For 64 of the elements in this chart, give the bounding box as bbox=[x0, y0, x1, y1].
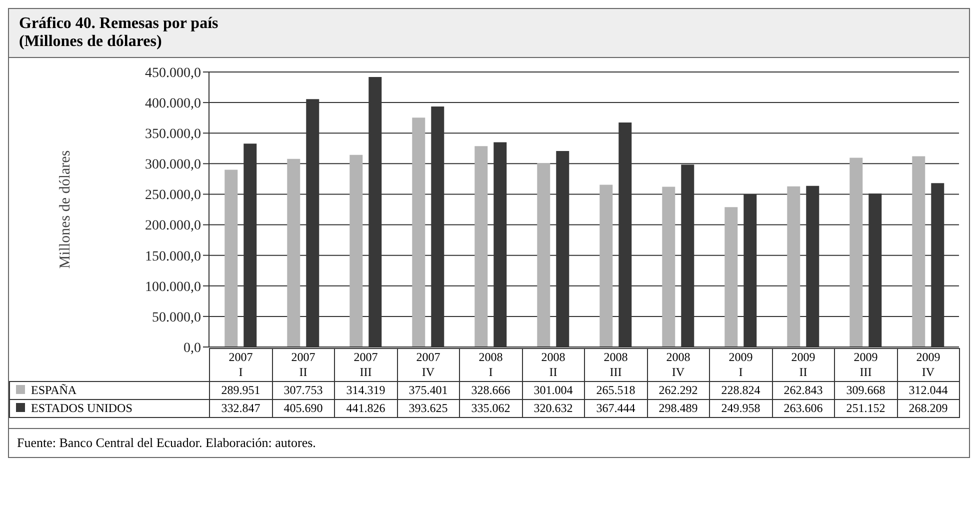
data-label: 332.847 bbox=[210, 400, 272, 418]
legend-label: ESTADOS UNIDOS bbox=[10, 400, 210, 418]
data-label: 307.753 bbox=[272, 382, 334, 400]
x-tick-label: 2008 IV bbox=[648, 350, 709, 380]
y-tick-label: 350.000,0 bbox=[145, 127, 201, 142]
data-label: 375.401 bbox=[397, 382, 460, 400]
bar bbox=[287, 158, 300, 347]
bar bbox=[912, 156, 926, 347]
bar bbox=[474, 146, 488, 347]
data-label: 263.606 bbox=[772, 400, 834, 418]
data-label: 393.625 bbox=[397, 400, 460, 418]
bar bbox=[662, 186, 676, 347]
data-label: 328.666 bbox=[460, 382, 522, 400]
x-tick-label: 2007 II bbox=[272, 350, 334, 380]
bar bbox=[850, 158, 863, 347]
x-tick-label: 2008 III bbox=[585, 350, 646, 380]
y-tick-label: 0,0 bbox=[184, 340, 201, 356]
data-label: 367.444 bbox=[584, 400, 647, 418]
bar bbox=[412, 118, 426, 347]
bar bbox=[350, 154, 363, 347]
data-label: 249.958 bbox=[710, 400, 772, 418]
data-label: 262.843 bbox=[772, 382, 834, 400]
chart-title: Gráfico 40. Remesas por país bbox=[19, 15, 220, 33]
bar bbox=[537, 163, 550, 347]
y-tick-label: 100.000,0 bbox=[145, 280, 201, 295]
data-label: 262.292 bbox=[647, 382, 710, 400]
x-tick-label: 2007 III bbox=[335, 350, 396, 380]
x-tick-label: 2007 IV bbox=[398, 350, 459, 380]
x-tick-label: 2009 III bbox=[835, 350, 896, 380]
x-tick-label: 2008 I bbox=[460, 350, 522, 380]
x-tick-label: 2007 I bbox=[210, 350, 272, 380]
data-label: 309.668 bbox=[834, 382, 897, 400]
data-label: 441.826 bbox=[334, 400, 397, 418]
x-tick-label: 2008 II bbox=[522, 350, 584, 380]
y-tick-label: 200.000,0 bbox=[145, 218, 201, 234]
x-tick-label: 2009 II bbox=[772, 350, 834, 380]
data-label: 228.824 bbox=[710, 382, 772, 400]
bar bbox=[724, 207, 738, 347]
y-axis-title: Millones de dólares bbox=[57, 150, 74, 269]
data-label: 301.004 bbox=[522, 382, 584, 400]
x-tick-label: 2009 IV bbox=[898, 350, 959, 380]
y-tick-label: 400.000,0 bbox=[145, 96, 201, 112]
bar bbox=[787, 186, 800, 347]
data-label: 298.489 bbox=[647, 400, 710, 418]
y-tick-label: 250.000,0 bbox=[145, 188, 201, 204]
data-label: 251.152 bbox=[834, 400, 897, 418]
data-label: 289.951 bbox=[210, 382, 272, 400]
data-label: 268.209 bbox=[897, 400, 960, 418]
data-label: 405.690 bbox=[272, 400, 334, 418]
chart-subtitle: (Millones de dólares) bbox=[19, 33, 163, 51]
x-tick-label: 2009 I bbox=[710, 350, 772, 380]
bar bbox=[224, 170, 238, 347]
data-label: 312.044 bbox=[897, 382, 960, 400]
y-tick-label: 150.000,0 bbox=[145, 249, 201, 264]
y-tick-label: 300.000,0 bbox=[145, 158, 201, 173]
data-label: 314.319 bbox=[334, 382, 397, 400]
source-note: Fuente: Banco Central del Ecuador. Elaboración: autores. bbox=[17, 435, 317, 451]
data-label: 320.632 bbox=[522, 400, 584, 418]
data-label: 335.062 bbox=[460, 400, 522, 418]
data-label: 265.518 bbox=[584, 382, 647, 400]
y-tick-label: 50.000,0 bbox=[152, 310, 201, 326]
legend-label: ESPAÑA bbox=[10, 382, 210, 400]
bar bbox=[600, 184, 613, 347]
y-tick-label: 450.000,0 bbox=[145, 66, 201, 81]
